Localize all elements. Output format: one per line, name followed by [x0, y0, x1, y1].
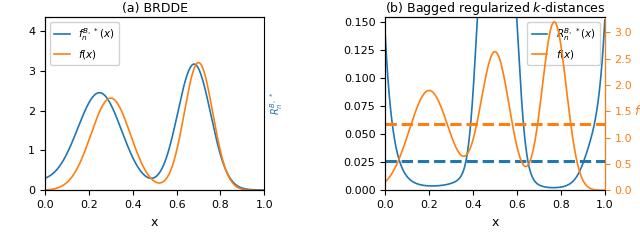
Line: $f(x)$: $f(x)$	[45, 63, 264, 190]
$f(x)$	[260, 189, 268, 192]
$f_n^{B,\,*}(x)$	[148, 177, 156, 180]
$f(x)$	[195, 61, 202, 64]
X-axis label: x: x	[492, 216, 499, 229]
Y-axis label: $f$: $f$	[634, 104, 640, 118]
Line: $f_n^{B,\,*}(x)$: $f_n^{B,\,*}(x)$	[45, 64, 264, 190]
$f(x)$	[142, 170, 150, 173]
$f_n^{B,\,*}(x)$	[142, 175, 150, 178]
$f_n^{B,\,*}(x)$	[190, 63, 198, 65]
$f(x)$	[148, 178, 156, 180]
X-axis label: x: x	[151, 216, 158, 229]
$f_n^{B,\,*}(x)$	[41, 177, 49, 180]
Title: (b) Bagged regularized $k$-distances: (b) Bagged regularized $k$-distances	[385, 0, 605, 17]
Legend: $f_n^{B,\,*}(x)$, $f(x)$: $f_n^{B,\,*}(x)$, $f(x)$	[50, 22, 118, 65]
$f(x)$	[52, 187, 60, 190]
$f_n^{B,\,*}(x)$	[52, 169, 60, 172]
$f(x)$	[214, 138, 221, 141]
$f(x)$	[254, 189, 262, 192]
Y-axis label: $R_n^{B,\,*}$: $R_n^{B,\,*}$	[269, 92, 285, 115]
$f_n^{B,\,*}(x)$	[214, 144, 221, 147]
$f(x)$	[41, 189, 49, 192]
$f_n^{B,\,*}(x)$	[260, 188, 268, 191]
Title: (a) BRDDE: (a) BRDDE	[122, 2, 188, 15]
$f_n^{B,\,*}(x)$	[254, 188, 262, 191]
$f_n^{B,\,*}(x)$	[254, 188, 262, 191]
Legend: $R_n^{B,\,*}(x)$, $f(x)$: $R_n^{B,\,*}(x)$, $f(x)$	[527, 22, 600, 65]
$f(x)$	[254, 189, 262, 192]
